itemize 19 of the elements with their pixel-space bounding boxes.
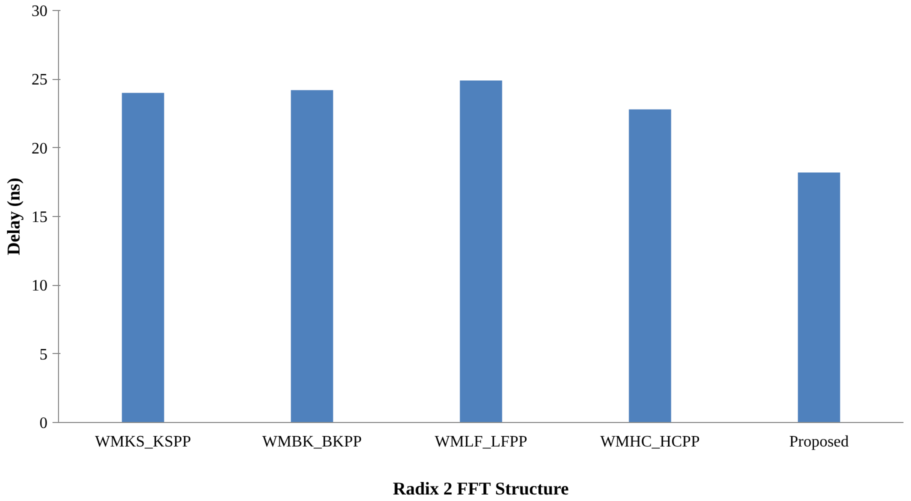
x-tick-label: WMLF_LFPP <box>434 434 528 450</box>
y-tick-label: 15 <box>32 209 48 226</box>
x-tick-label: WMHC_HCPP <box>600 434 700 450</box>
y-tick-label: 10 <box>32 278 48 295</box>
bar <box>460 80 502 422</box>
x-tick-label: WMKS_KSPP <box>94 434 192 450</box>
y-tick-label: 20 <box>32 140 48 158</box>
y-tick-label: 5 <box>40 346 48 364</box>
bar <box>628 109 672 422</box>
x-tick-label: Proposed <box>789 434 849 450</box>
x-axis-title: Radix 2 FFT Structure <box>392 478 569 498</box>
y-tick-label: 25 <box>32 72 48 89</box>
y-tick-label: 0 <box>40 415 48 432</box>
bar <box>290 90 334 422</box>
x-tick-label: WMBK_BKPP <box>262 434 362 450</box>
y-axis-title: Delay (ns) <box>4 178 24 256</box>
bar <box>798 172 840 422</box>
bar <box>122 92 164 422</box>
y-tick-label: 30 <box>32 3 48 20</box>
